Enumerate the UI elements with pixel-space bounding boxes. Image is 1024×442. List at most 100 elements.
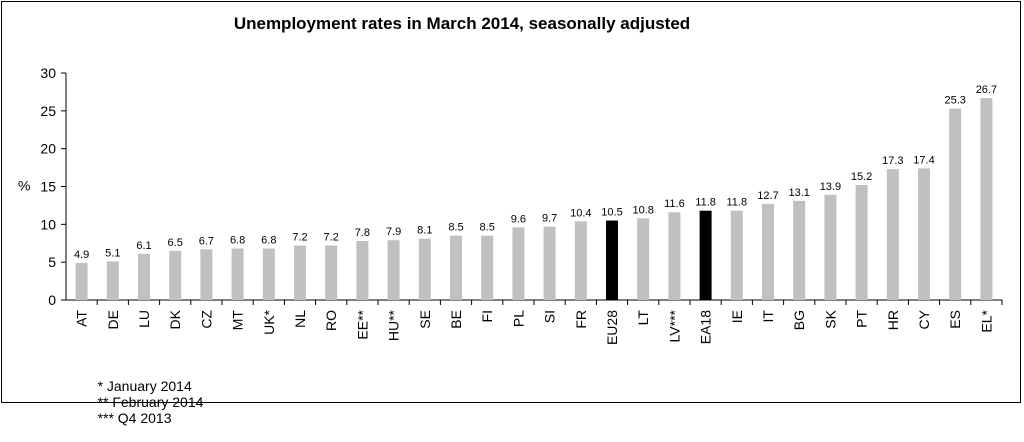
data-label: 9.7	[542, 213, 557, 225]
bar-it	[762, 203, 774, 300]
category-label: EE**	[354, 309, 370, 339]
data-label: 11.8	[695, 197, 716, 209]
data-label: 7.2	[324, 232, 339, 244]
y-tick-label: 20	[40, 141, 56, 157]
bar-ea18	[699, 210, 712, 300]
data-label: 6.8	[261, 235, 276, 247]
category-label: HU**	[386, 309, 402, 341]
bar-si	[543, 226, 556, 300]
bar-cz	[200, 249, 213, 300]
y-axis-label: %	[18, 178, 30, 194]
bar-ee	[356, 240, 369, 300]
data-label: 8.5	[448, 222, 463, 234]
data-label: 25.3	[944, 95, 965, 107]
category-label: PL	[510, 310, 526, 327]
category-label: ES	[947, 310, 963, 329]
bar-at	[75, 262, 88, 300]
data-label: 17.3	[882, 155, 903, 167]
category-label: BE	[448, 310, 464, 329]
y-tick-label: 25	[40, 103, 56, 119]
category-label: RO	[323, 310, 339, 331]
data-label: 13.1	[788, 187, 809, 199]
category-label: LU	[136, 310, 152, 328]
bar-uk	[262, 248, 275, 300]
data-label: 26.7	[976, 84, 997, 96]
category-label: HR	[885, 310, 901, 330]
bar-es	[949, 108, 962, 301]
data-label: 7.2	[292, 232, 307, 244]
y-tick-label: 5	[48, 254, 56, 270]
bar-lv	[668, 212, 681, 300]
bar-ro	[325, 245, 338, 300]
data-label: 11.8	[727, 197, 748, 209]
bar-se	[418, 238, 431, 300]
data-label: 10.5	[601, 207, 622, 219]
data-label: 8.1	[417, 225, 432, 237]
category-label: SI	[542, 310, 558, 323]
bar-dk	[169, 250, 182, 300]
category-label: FR	[573, 310, 589, 329]
data-label: 6.1	[136, 240, 151, 252]
category-label: CY	[916, 309, 932, 329]
data-label: 7.8	[355, 227, 370, 239]
category-label: IT	[760, 310, 776, 323]
chart-frame: Unemployment rates in March 2014, season…	[1, 1, 1021, 426]
data-label: 4.9	[74, 249, 89, 261]
category-label: BG	[791, 310, 807, 330]
category-label: LT	[635, 310, 651, 326]
bar-lu	[138, 253, 150, 300]
category-label: DE	[105, 310, 121, 329]
bar-cy	[918, 168, 930, 300]
footnote-q4: *** Q4 2013	[97, 410, 172, 426]
y-tick-label: 15	[40, 179, 56, 195]
footnote-february: ** February 2014	[97, 394, 204, 410]
data-label: 6.8	[230, 235, 245, 247]
data-label: 11.6	[664, 198, 685, 210]
footnote-january: * January 2014	[97, 378, 192, 394]
category-label: SK	[822, 309, 838, 328]
category-label: EL*	[978, 309, 994, 332]
data-label: 10.4	[570, 207, 591, 219]
category-label: PT	[854, 310, 870, 328]
bar-pl	[512, 227, 525, 300]
category-label: NL	[292, 310, 308, 328]
bar-bg	[793, 200, 806, 300]
bar-fi	[481, 235, 494, 300]
chart-title: Unemployment rates in March 2014, season…	[233, 14, 691, 33]
category-label: LV***	[666, 309, 682, 342]
category-label: MT	[230, 310, 246, 331]
bar-hu	[387, 240, 400, 300]
category-label: EA18	[698, 310, 714, 344]
data-label: 7.9	[386, 226, 401, 238]
bar-el	[980, 97, 993, 300]
category-label: DK	[167, 309, 183, 329]
category-label: FI	[479, 310, 495, 322]
category-label: IE	[729, 310, 745, 323]
bar-lt	[637, 218, 650, 300]
category-label: AT	[74, 310, 90, 327]
category-label: EU28	[604, 310, 620, 345]
y-tick-label: 30	[40, 65, 56, 81]
bar-eu28	[606, 220, 618, 300]
data-label: 10.8	[632, 204, 653, 216]
category-label: CZ	[198, 310, 214, 329]
bar-hr	[886, 169, 899, 300]
data-label: 6.7	[199, 235, 214, 247]
data-label: 8.5	[480, 222, 495, 234]
bar-ie	[730, 210, 743, 300]
category-label: UK*	[261, 309, 277, 334]
bar-pt	[855, 184, 868, 300]
y-tick-label: 0	[48, 292, 56, 308]
bar-sk	[824, 194, 837, 300]
data-label: 17.4	[913, 154, 934, 166]
data-label: 12.7	[757, 190, 778, 202]
bar-be	[450, 235, 462, 300]
bar-nl	[294, 245, 306, 300]
data-label: 15.2	[851, 171, 872, 183]
data-label: 6.5	[168, 237, 183, 249]
y-tick-label: 10	[40, 216, 56, 232]
footnotes: * January 2014 ** February 2014 *** Q4 2…	[82, 362, 221, 442]
bar-mt	[231, 248, 244, 300]
bar-de	[106, 261, 119, 300]
data-label: 9.6	[511, 213, 526, 225]
